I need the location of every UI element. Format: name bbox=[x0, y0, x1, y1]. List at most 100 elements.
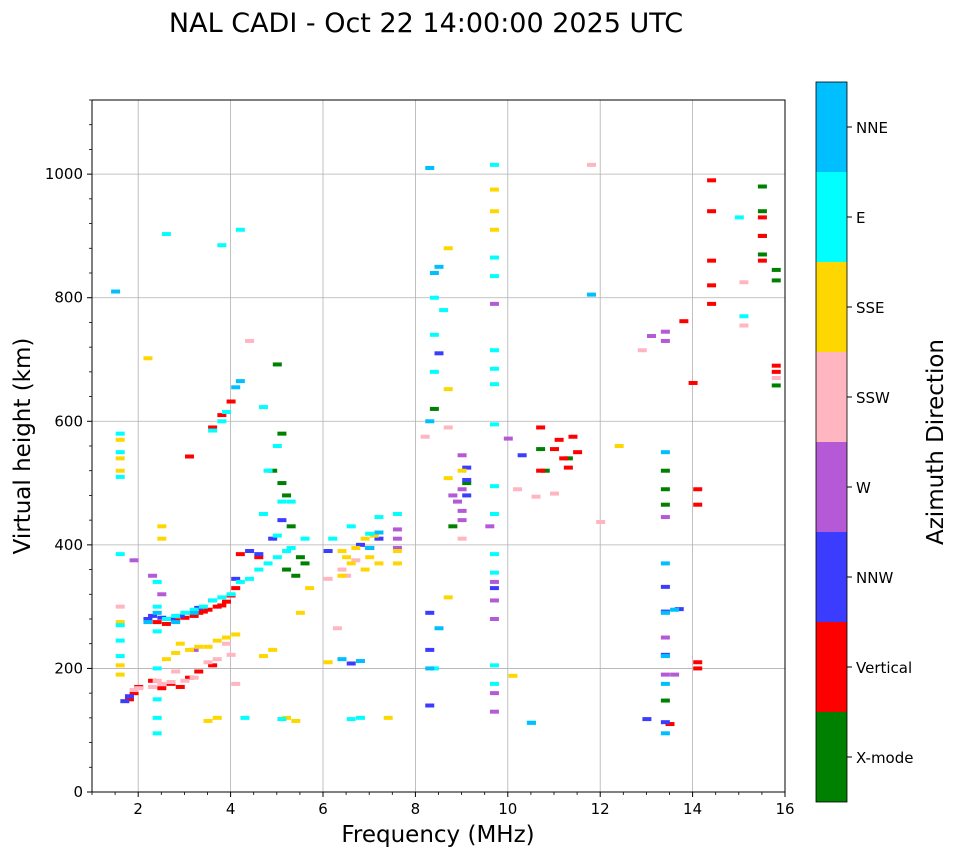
series-x-mode bbox=[268, 184, 781, 703]
data-point bbox=[295, 555, 305, 560]
data-point bbox=[277, 499, 287, 504]
data-point bbox=[268, 536, 278, 541]
data-point bbox=[346, 561, 356, 566]
data-point bbox=[489, 484, 499, 489]
data-point bbox=[637, 348, 647, 353]
data-point bbox=[337, 549, 347, 554]
data-point bbox=[383, 715, 393, 720]
data-point bbox=[485, 524, 495, 529]
data-point bbox=[203, 644, 213, 649]
data-point bbox=[217, 419, 227, 424]
data-point bbox=[337, 567, 347, 572]
data-point bbox=[660, 487, 670, 492]
data-point bbox=[161, 232, 171, 237]
data-point bbox=[171, 669, 181, 674]
y-axis-label: Virtual height (km) bbox=[10, 338, 36, 555]
data-point bbox=[194, 605, 204, 610]
data-point bbox=[115, 450, 125, 455]
data-point bbox=[300, 561, 310, 566]
data-point bbox=[189, 607, 199, 612]
data-point bbox=[152, 604, 162, 609]
data-point bbox=[221, 599, 231, 604]
data-point bbox=[660, 329, 670, 334]
data-point bbox=[263, 468, 273, 473]
data-point bbox=[161, 657, 171, 662]
data-point bbox=[489, 209, 499, 214]
data-point bbox=[272, 555, 282, 560]
data-point bbox=[489, 617, 499, 621]
data-point bbox=[443, 246, 453, 251]
data-point bbox=[540, 468, 550, 473]
data-point bbox=[277, 518, 287, 523]
y-axis: 0 200 400 600 800 1000 bbox=[45, 99, 92, 801]
data-point bbox=[489, 187, 499, 192]
data-point bbox=[448, 493, 458, 498]
data-point bbox=[115, 437, 125, 442]
data-point bbox=[693, 502, 703, 507]
y-tick-label: 1000 bbox=[45, 165, 83, 183]
data-point bbox=[757, 233, 767, 238]
data-point bbox=[660, 338, 670, 343]
data-point bbox=[771, 376, 781, 381]
data-point bbox=[489, 255, 499, 260]
data-point bbox=[365, 531, 375, 536]
data-point bbox=[231, 586, 241, 591]
data-point bbox=[115, 604, 125, 609]
data-point bbox=[351, 558, 361, 563]
data-point bbox=[489, 663, 499, 668]
data-point bbox=[425, 419, 435, 424]
data-point bbox=[374, 561, 384, 566]
data-point bbox=[300, 536, 310, 541]
data-point bbox=[124, 697, 134, 702]
x-tick-label: 6 bbox=[318, 800, 328, 818]
data-point bbox=[429, 271, 439, 275]
data-point bbox=[152, 715, 162, 720]
data-point bbox=[203, 718, 213, 723]
y-tick-label: 800 bbox=[54, 289, 83, 307]
data-point bbox=[457, 508, 467, 513]
data-point bbox=[217, 603, 227, 608]
data-point bbox=[235, 552, 245, 557]
colorbar-swatch bbox=[816, 82, 847, 172]
colorbar-swatch bbox=[816, 352, 847, 442]
data-point bbox=[707, 258, 717, 263]
data-point bbox=[559, 456, 569, 461]
data-point bbox=[429, 332, 439, 337]
data-point bbox=[679, 319, 689, 324]
data-point bbox=[739, 323, 749, 328]
data-point bbox=[180, 610, 190, 615]
data-point bbox=[536, 425, 546, 430]
data-point bbox=[277, 481, 287, 486]
data-point bbox=[489, 227, 499, 232]
data-point bbox=[295, 610, 305, 615]
data-point bbox=[757, 258, 767, 263]
data-point bbox=[161, 621, 171, 626]
data-point bbox=[226, 592, 236, 597]
data-point bbox=[157, 615, 167, 620]
data-point bbox=[226, 399, 236, 404]
data-point bbox=[707, 178, 717, 183]
data-point bbox=[429, 295, 439, 300]
colorbar-tick-label: Vertical bbox=[856, 659, 912, 677]
data-point bbox=[443, 387, 453, 392]
data-point bbox=[291, 718, 301, 723]
data-point bbox=[457, 468, 467, 473]
grid-lines bbox=[92, 100, 786, 793]
data-point bbox=[212, 657, 222, 662]
data-point bbox=[489, 570, 499, 575]
data-point bbox=[660, 654, 670, 659]
data-point bbox=[129, 558, 139, 563]
data-point bbox=[771, 278, 781, 283]
colorbar-frame bbox=[815, 81, 848, 803]
data-point bbox=[217, 243, 227, 248]
data-point bbox=[554, 437, 564, 442]
data-point bbox=[647, 334, 657, 339]
data-point bbox=[272, 444, 282, 448]
data-point bbox=[194, 644, 204, 649]
plot-frame bbox=[91, 99, 786, 793]
data-point bbox=[282, 567, 292, 572]
data-point bbox=[462, 465, 472, 470]
data-point bbox=[452, 499, 462, 504]
data-point bbox=[425, 703, 435, 708]
data-point bbox=[194, 669, 204, 674]
